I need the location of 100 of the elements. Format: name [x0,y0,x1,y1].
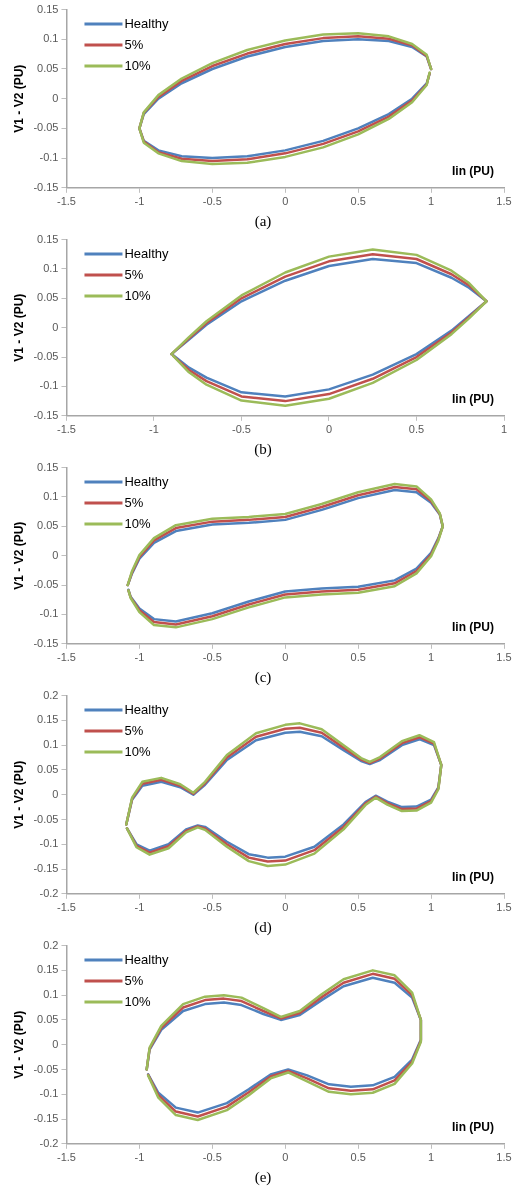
y-tick-label: 0.05 [37,762,59,775]
x-tick-label: -1.5 [56,195,76,208]
y-tick-label: -0.05 [33,578,59,591]
y-tick-label: 0.1 [43,32,59,45]
y-tick-label: 0.1 [43,262,59,274]
x-tick-label: -0.5 [202,901,222,914]
y-tick-label: -0.05 [33,121,59,134]
y-tick-label: -0.15 [33,1112,59,1125]
x-tick-label: -1 [149,423,159,436]
x-axis-title: Iin (PU) [452,620,494,635]
y-tick-label: 0.05 [37,62,59,75]
x-tick-label: -1.5 [56,1151,76,1164]
x-tick-label: 1 [428,651,435,664]
y-tick-label: 0.05 [37,519,59,532]
x-tick-label: 0 [282,195,289,208]
y-tick-label: 0.05 [37,291,59,304]
legend-label: Healthy [124,951,170,967]
x-tick-label: 1.5 [496,651,512,664]
x-tick-label: -1 [134,651,145,664]
legend-label: 10% [124,743,151,759]
y-tick-label: 0 [52,1037,59,1050]
text: (b) [253,440,273,458]
x-tick-label: 0.5 [408,423,425,436]
text: (d) [253,918,273,936]
x-tick-label: -0.5 [202,651,222,664]
x-tick-label: 0 [325,423,333,436]
y-tick-label: 0.2 [43,938,59,951]
y-tick-label: 0.1 [43,988,59,1001]
y-tick-label: -0.05 [33,1062,59,1075]
y-tick-label: 0 [52,91,59,104]
legend-label: 5% [124,36,144,52]
y-tick-label: -0.1 [39,837,59,850]
x-tick-label: 1 [428,1151,435,1164]
x-tick-label: -0.5 [202,1151,222,1164]
legend-label: 10% [124,287,151,303]
x-tick-label: 1.5 [496,1151,512,1164]
y-tick-label: 0.15 [37,713,59,726]
legend-label: Healthy [124,245,170,261]
legend-label: Healthy [124,473,170,489]
x-tick-label: 0 [282,651,289,664]
y-tick-label: -0.1 [39,151,59,164]
x-tick-label: 0 [282,1151,289,1164]
y-axis-title: V1 - V2 (PU) [11,64,26,133]
legend-label: 10% [124,57,151,73]
x-axis-title: Iin (PU) [452,870,494,885]
y-tick-label: -0.1 [39,379,59,392]
x-tick-label: -1 [134,901,145,914]
y-tick-label: 0.15 [37,2,59,15]
y-tick-label: -0.15 [33,636,59,649]
y-axis-title: V1 - V2 (PU) [11,521,26,590]
x-tick-label: -1.5 [56,423,76,436]
y-tick-label: -0.15 [33,180,59,193]
legend-label: 10% [124,993,151,1009]
x-tick-label: -1 [134,1151,145,1164]
y-axis-title: V1 - V2 (PU) [11,1010,26,1079]
x-tick-label: 1 [428,195,435,208]
x-tick-label: -0.5 [232,423,251,436]
x-tick-label: -1 [134,195,145,208]
x-tick-label: -0.5 [202,195,222,208]
y-axis-title: V1 - V2 (PU) [11,760,26,829]
x-tick-label: 1.5 [496,901,512,914]
legend-label: 5% [124,722,144,738]
x-axis-title: Iin (PU) [452,1120,494,1135]
y-tick-label: -0.2 [39,886,59,899]
y-tick-label: -0.15 [33,408,59,421]
y-tick-label: -0.1 [39,607,59,620]
x-tick-label: 0.5 [350,1151,366,1164]
text: (e) [253,1168,273,1186]
y-tick-label: -0.2 [39,1136,59,1149]
x-tick-label: 1 [428,901,435,914]
y-tick-label: -0.15 [33,862,59,875]
y-tick-label: 0.15 [37,460,59,473]
legend-label: Healthy [124,701,170,717]
x-tick-label: 0.5 [350,901,366,914]
legend-label: 5% [124,494,144,510]
legend-label: 5% [124,266,144,282]
x-tick-label: -1.5 [56,651,76,664]
legend-label: 5% [124,972,144,988]
y-tick-label: 0.1 [43,738,59,751]
x-tick-label: 0.5 [350,651,366,664]
x-tick-label: -1.5 [56,901,76,914]
x-axis-title: Iin (PU) [452,392,494,407]
y-tick-label: -0.1 [39,1087,59,1100]
y-tick-label: 0 [52,320,59,333]
y-tick-label: -0.05 [33,812,59,825]
y-tick-label: 0.1 [43,490,59,502]
y-tick-label: 0.05 [37,1012,59,1025]
y-tick-label: 0.15 [37,963,59,976]
x-tick-label: 0 [282,901,289,914]
y-tick-label: 0 [52,787,59,800]
x-tick-label: 1 [500,423,508,436]
y-tick-label: 0.15 [37,232,59,245]
y-tick-label: 0.2 [43,688,59,701]
y-axis-title: V1 - V2 (PU) [11,293,26,362]
legend-label: 10% [124,515,151,531]
x-tick-label: 1.5 [496,195,512,208]
legend-label: Healthy [124,15,170,31]
text: (c) [253,668,273,686]
text: (a) [253,212,273,230]
x-axis-title: Iin (PU) [452,164,494,179]
